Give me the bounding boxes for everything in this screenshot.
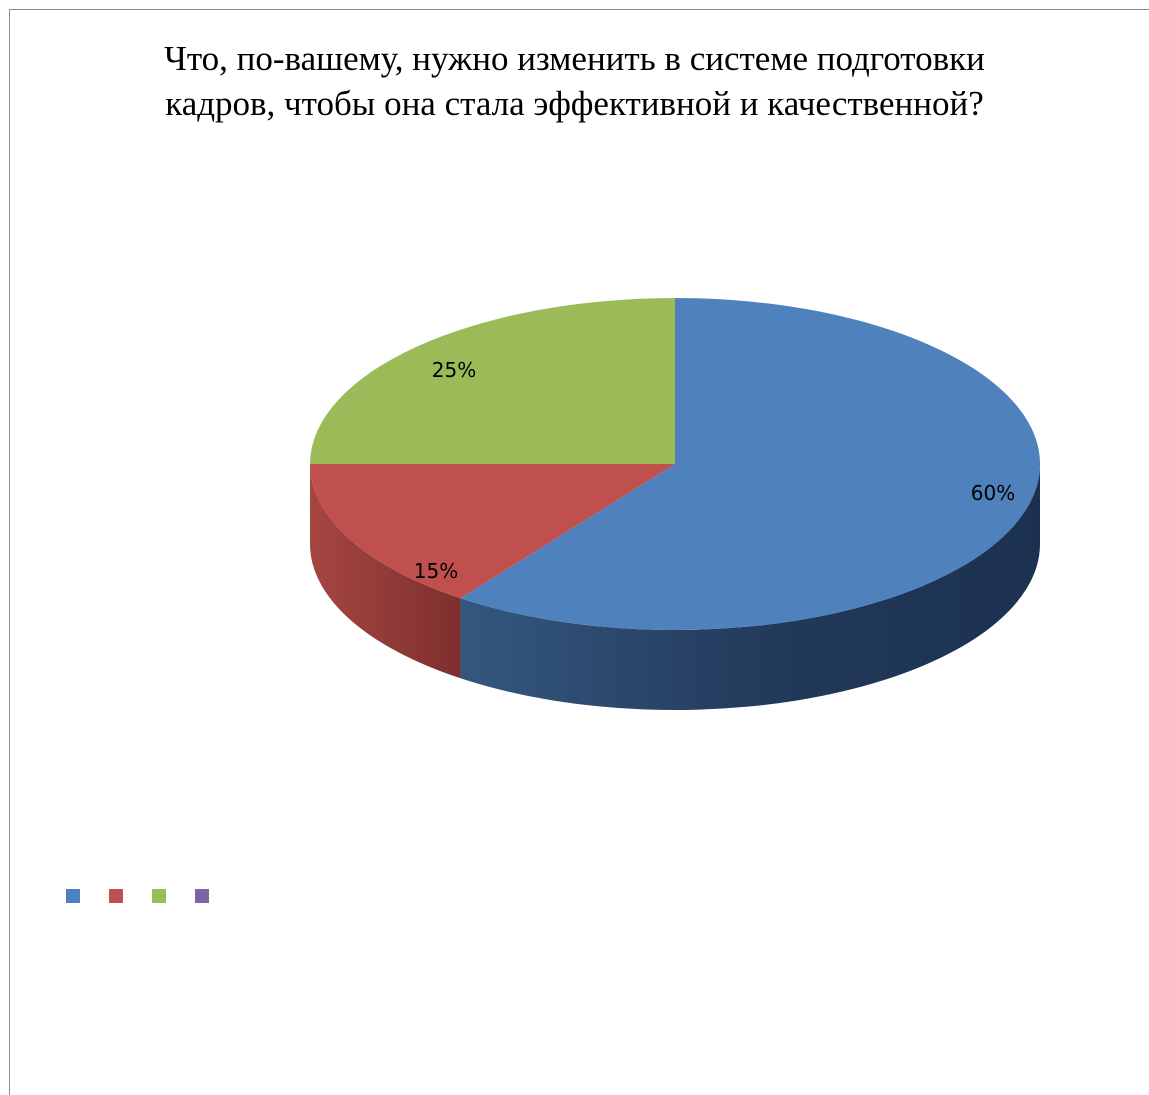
legend-swatch-1	[66, 889, 80, 903]
pie-labels: 60% 15% 25%	[414, 358, 1015, 583]
chart-title-line-2: кадров, чтобы она стала эффективной и ка…	[165, 84, 984, 123]
pie-slice-side-1	[460, 464, 1040, 710]
legend-swatch-2	[109, 889, 123, 903]
pie-slice-2	[310, 464, 675, 599]
chart-title: Что, по-вашему, нужно изменить в системе…	[0, 36, 1149, 126]
chart-title-line-1: Что, по-вашему, нужно изменить в системе…	[164, 39, 985, 78]
pie-slice-3	[310, 298, 675, 464]
legend-swatch-4	[195, 889, 209, 903]
pie-data-label-1: 60%	[971, 481, 1015, 505]
legend-swatch-3	[152, 889, 166, 903]
pie-sides	[310, 464, 1040, 710]
pie-slice-side-2	[310, 464, 461, 679]
pie-data-label-2: 15%	[414, 559, 458, 583]
pie-slice-1	[460, 298, 1041, 631]
pie-data-label-3: 25%	[432, 358, 476, 382]
pie-tops	[310, 298, 1041, 631]
